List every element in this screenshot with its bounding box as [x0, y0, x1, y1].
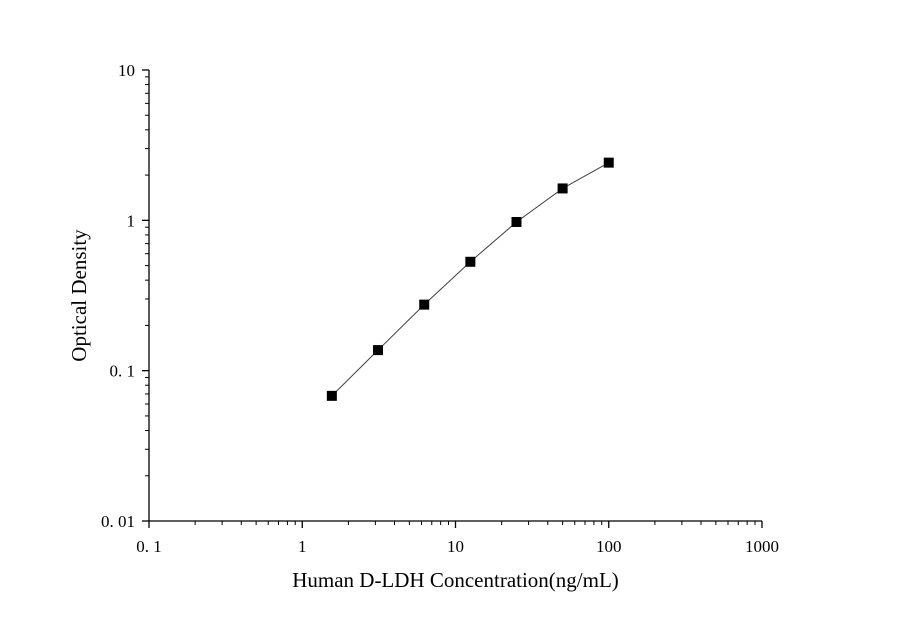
- data-point-marker: [372, 345, 383, 356]
- x-tick-label: 1000: [745, 537, 779, 556]
- y-axis-ticks: 0. 01 0. 1 1 10: [101, 61, 149, 531]
- data-point-marker: [465, 256, 476, 267]
- x-axis-ticks: 0. 1 1 10 100 1000: [136, 521, 779, 556]
- x-tick-label: 1: [298, 537, 307, 556]
- y-tick-label: 0. 01: [101, 512, 135, 531]
- axes: [148, 70, 762, 522]
- y-tick-label: 10: [118, 61, 135, 80]
- data-point-marker: [419, 299, 430, 310]
- series-layer: [326, 157, 614, 401]
- data-point-marker: [511, 216, 522, 227]
- x-axis-title: Human D-LDH Concentration(ng/mL): [292, 568, 619, 592]
- x-tick-label: 10: [447, 537, 464, 556]
- data-point-marker: [603, 157, 614, 168]
- data-point-marker: [557, 183, 568, 194]
- series-line: [331, 162, 609, 397]
- x-tick-label: 0. 1: [136, 537, 162, 556]
- y-tick-label: 0. 1: [110, 362, 136, 381]
- y-tick-label: 1: [127, 211, 136, 230]
- y-axis-title: Optical Density: [67, 229, 91, 362]
- data-point-marker: [326, 390, 337, 401]
- x-tick-label: 100: [596, 537, 622, 556]
